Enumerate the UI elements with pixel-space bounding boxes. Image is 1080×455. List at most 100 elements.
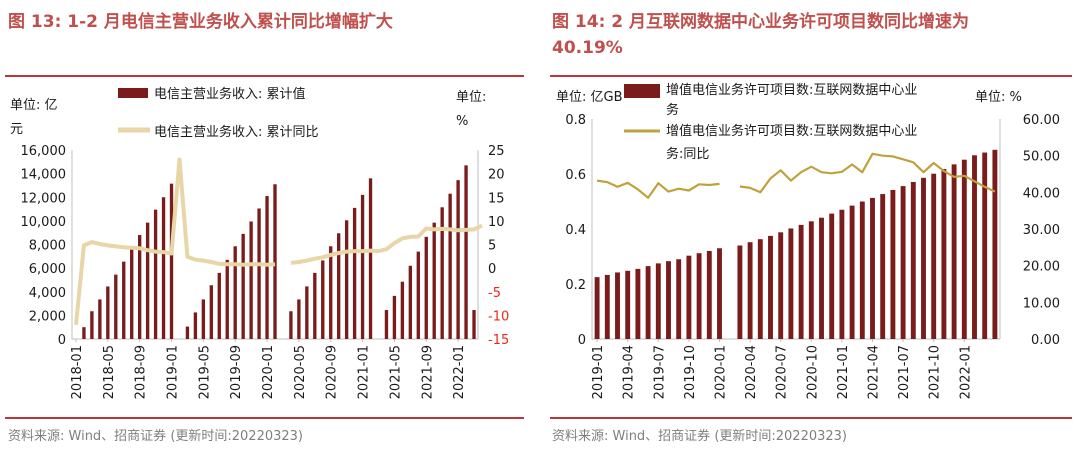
chart-13-bar <box>265 196 269 339</box>
chart-13-bar <box>130 248 134 339</box>
chart-14-bar <box>757 239 763 339</box>
chart-14-legend-line-label: 增值电信业务许可项目数:互联网数据中心业 <box>666 123 917 139</box>
chart-14-bar <box>859 201 865 339</box>
chart-14-right-tick: 30.00 <box>1023 223 1060 238</box>
chart-14-bar <box>951 164 957 339</box>
chart-13-bar <box>368 178 373 339</box>
chart-13-bar <box>161 197 166 339</box>
chart-14-bar <box>890 189 896 339</box>
chart-13-line-series <box>74 157 483 325</box>
chart-14-x-label: 2019-07 <box>652 345 667 399</box>
chart-14-bar <box>717 248 722 339</box>
chart-14-bar <box>870 197 875 339</box>
chart-14-x-label: 2020-07 <box>775 345 790 399</box>
chart-14-bar <box>604 274 610 339</box>
chart-13-bar <box>321 260 325 339</box>
chart-13-x-label: 2022-01 <box>452 345 467 399</box>
chart-13-right-unit: 单位: <box>456 90 486 105</box>
chart-14-bar <box>900 186 906 339</box>
chart-13-x-label: 2018-01 <box>70 345 85 399</box>
chart-14-right-tick: 40.00 <box>1023 186 1060 201</box>
chart-14-bar <box>910 181 916 339</box>
chart-14-bar <box>839 209 845 339</box>
chart-13-right-tick: 20 <box>488 168 505 183</box>
chart-14-x-label: 2020-04 <box>744 345 759 399</box>
chart-13-bar <box>137 235 142 339</box>
chart-13-bar <box>329 246 333 339</box>
chart-13-x-label: 2019-01 <box>166 345 181 399</box>
chart-13-x-label: 2018-09 <box>134 345 149 399</box>
chart-13-bar <box>432 222 436 339</box>
chart-13-right-tick: -5 <box>488 286 501 301</box>
chart-13-bar <box>289 311 293 339</box>
chart-14-bar <box>961 159 967 339</box>
chart-13-x-label: 2019-09 <box>229 345 244 399</box>
chart-13-right-tick: 10 <box>488 215 505 230</box>
chart-14-bar <box>676 259 682 339</box>
chart-14-left-tick: 0.6 <box>565 168 586 183</box>
chart-13-bar <box>249 221 253 339</box>
chart-13-bar <box>440 207 444 339</box>
chart-14-bar <box>594 277 600 339</box>
chart-13-right-tick: 25 <box>488 144 505 159</box>
chart-14-bar <box>706 251 712 339</box>
chart-13-bar <box>400 281 405 339</box>
chart-14-x-label: 2021-04 <box>867 345 882 399</box>
chart-14-left-tick: 0.4 <box>565 223 586 238</box>
chart-13-title: 图 13: 1-2 月电信主营业务收入累计同比增幅扩大 <box>8 11 393 32</box>
chart-13-x-label: 2021-09 <box>420 345 435 399</box>
chart-14-bar <box>747 242 753 339</box>
chart-14-bar <box>666 261 671 339</box>
chart-13-bar <box>225 259 229 339</box>
chart-13-left-tick: 2,000 <box>29 309 66 324</box>
chart-13-bar <box>337 233 341 339</box>
chart-13-right-unit-2: % <box>456 114 468 129</box>
chart-13-bar <box>114 274 118 339</box>
chart-13-bar <box>257 208 261 339</box>
chart-14-bar <box>696 253 702 339</box>
chart-14-bar <box>635 268 641 339</box>
chart-14-bar <box>982 152 988 339</box>
chart-13-left-tick: 6,000 <box>29 262 66 277</box>
chart-14-legend-bar-label-2: 务 <box>666 102 679 118</box>
chart-14-bar <box>686 255 692 339</box>
chart-13-right-tick: -10 <box>488 309 509 324</box>
chart-14-bar <box>645 266 651 339</box>
chart-13-left-tick: 16,000 <box>21 144 67 159</box>
chart-14-bar <box>778 232 784 339</box>
chart-14: 图 14: 2 月互联网数据中心业务许可项目数同比增速为 40.19% 单位: … <box>550 11 1072 444</box>
chart-13-x-label: 2020-09 <box>325 345 340 399</box>
chart-13-bar <box>456 180 460 339</box>
chart-13-bar <box>424 236 428 339</box>
chart-14-x-label: 2020-01 <box>714 345 729 399</box>
chart-14-x-label: 2020-10 <box>805 345 820 399</box>
chart-14-legend-bar-swatch <box>624 84 660 98</box>
chart-13-plot: 0 2,000 4,000 6,000 8,000 10,000 12,000 14,000 1… <box>21 144 510 399</box>
chart-13-x-label: 2021-01 <box>357 345 372 399</box>
chart-14-right-tick: 10.00 <box>1023 296 1060 311</box>
chart-14-source: 资料来源: Wind、招商证券 (更新时间:20220323) <box>552 428 847 444</box>
chart-13-bar <box>360 194 365 339</box>
chart-13-bar <box>241 233 245 339</box>
chart-14-title-2: 40.19% <box>552 38 623 58</box>
chart-13-legend-bar-swatch <box>118 88 148 98</box>
chart-13-left-unit-2: 元 <box>10 122 23 137</box>
chart-13-x-label: 2018-05 <box>102 345 117 399</box>
chart-13-bar <box>344 220 349 339</box>
chart-14-bar <box>992 149 998 339</box>
chart-14-bar <box>768 235 773 339</box>
chart-13-x-label: 2020-01 <box>261 345 276 399</box>
chart-14-bar <box>849 205 855 339</box>
chart-14-x-label: 2021-10 <box>928 345 943 399</box>
chart-14-right-tick: 20.00 <box>1023 260 1060 275</box>
chart-14-right-unit: 单位: % <box>975 90 1022 105</box>
chart-14-bar <box>625 270 631 339</box>
chart-13-bar <box>82 327 86 339</box>
chart-14-bar <box>829 213 835 339</box>
chart-13-bar <box>273 184 277 339</box>
chart-14-bar <box>931 173 937 339</box>
chart-13-legend-bar-label: 电信主营业务收入: 累计值 <box>154 86 306 102</box>
chart-14-bar <box>819 217 824 339</box>
chart-13-bar <box>392 295 397 339</box>
chart-13-bar <box>297 299 301 339</box>
